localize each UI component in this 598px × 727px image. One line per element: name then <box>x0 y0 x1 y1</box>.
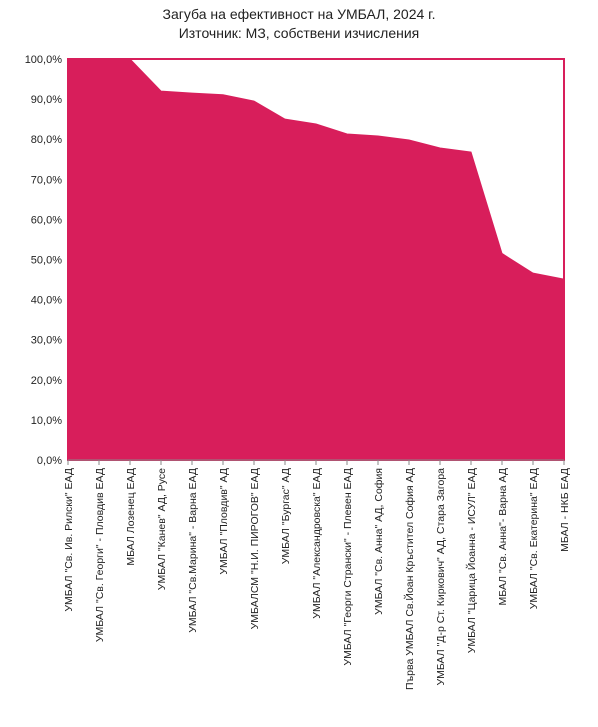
y-tick-label: 70,0% <box>31 174 62 186</box>
x-tick-label: УМБАЛ "Св. Екатерина" ЕАД <box>528 468 540 609</box>
y-tick-label: 60,0% <box>31 214 62 226</box>
plot-area <box>67 58 565 461</box>
x-axis: УМБАЛ "Св. Ив. Рилски" ЕАД УМБАЛ "Св. Гео… <box>63 459 571 690</box>
y-tick-label: 50,0% <box>31 255 62 267</box>
y-tick-label: 20,0% <box>31 375 62 387</box>
y-tick-label: 90,0% <box>31 94 62 106</box>
x-tick-label: УМБАЛ "Бургас" АД <box>280 468 292 564</box>
x-tick-label: УМБАЛ "Канев" АД, Русе <box>156 468 168 590</box>
area-series <box>67 58 565 461</box>
x-tick-label: УМБАЛ "Св.Марина" - Варна ЕАД <box>187 468 199 633</box>
y-tick-label: 80,0% <box>31 134 62 146</box>
x-tick-label: УМБАЛ "Св. Анна" АД, София <box>373 468 385 615</box>
x-tick-label: УМБАЛ "Георги Странски" - Плевен ЕАД <box>342 468 354 666</box>
x-tick-label: УМБАЛСМ "Н.И. ПИРОГОВ" ЕАД <box>249 468 261 629</box>
x-tick-label: УМБАЛ "Александровска" ЕАД <box>311 468 323 619</box>
y-tick-label: 100,0% <box>25 54 63 66</box>
x-tick-label: МБАЛ "Св. Анна"- Варна АД <box>497 468 509 605</box>
x-tick-label: МБАЛ Лозенец ЕАД <box>125 468 137 566</box>
x-tick-label: УМБАЛ "Св. Ив. Рилски" ЕАД <box>63 468 75 612</box>
x-tick-label: МБАЛ - НКБ ЕАД <box>559 468 571 552</box>
y-axis: 0,0% 10,0% 20,0% 30,0% 40,0% 50,0% 60,0% 70,0% 8… <box>25 54 63 467</box>
x-tick-label: УМБАЛ "Д-р Ст. Киркович" АД, Стара Загор… <box>435 468 447 686</box>
x-tick-label: УМБАЛ "Пловдив" АД <box>218 468 230 575</box>
x-tick-label: УМБАЛ "Царица Йоанна - ИСУЛ" ЕАД <box>465 468 478 653</box>
chart-subtitle: Източник: МЗ, собствени изчисления <box>179 25 420 41</box>
y-tick-label: 40,0% <box>31 295 62 307</box>
x-tick-label: Първа УМБАЛ Св.Йоан Кръстител София АД <box>403 468 416 690</box>
chart-title: Загуба на ефективност на УМБАЛ, 2024 г. <box>163 6 436 22</box>
y-tick-label: 0,0% <box>37 455 62 467</box>
y-tick-label: 10,0% <box>31 415 62 427</box>
y-tick-label: 30,0% <box>31 335 62 347</box>
x-tick-label: УМБАЛ "Св. Георги" - Пловдив ЕАД <box>94 468 106 642</box>
